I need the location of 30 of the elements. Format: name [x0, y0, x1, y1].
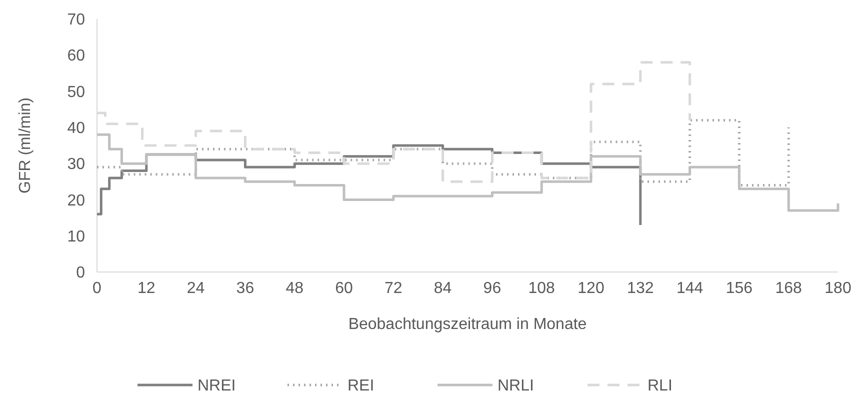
y-tick-label: 40 — [67, 120, 86, 138]
y-tick-label: 20 — [67, 192, 86, 210]
x-tick-label: 72 — [384, 280, 402, 297]
x-tick-label: 36 — [236, 280, 254, 297]
x-tick-label: 168 — [775, 280, 802, 297]
x-axis-title: Beobachtungszeitraum in Monate — [348, 316, 587, 333]
x-tick-label: 132 — [627, 280, 654, 297]
y-axis-title: GFR (ml/min) — [17, 98, 34, 194]
x-tick-label: 120 — [578, 280, 604, 297]
x-tick-label: 0 — [92, 280, 102, 297]
x-tick-label: 60 — [335, 280, 353, 297]
x-tick-label: 96 — [483, 280, 502, 297]
y-tick-label: 70 — [67, 12, 86, 29]
y-tick-label: 10 — [67, 228, 86, 246]
legend-label: RLI — [648, 378, 672, 395]
legend-label: NREI — [198, 378, 236, 395]
x-tick-label: 108 — [528, 280, 556, 297]
x-tick-label: 12 — [138, 280, 156, 297]
y-tick-label: 0 — [76, 264, 86, 282]
y-tick-label: 30 — [67, 156, 86, 174]
x-tick-label: 156 — [726, 280, 753, 297]
y-tick-label: 50 — [67, 84, 86, 101]
x-tick-label: 180 — [824, 280, 852, 297]
y-tick-label: 60 — [67, 48, 86, 65]
x-tick-label: 24 — [186, 280, 205, 297]
x-tick-label: 48 — [286, 280, 304, 297]
x-tick-label: 144 — [676, 280, 704, 297]
legend-label: REI — [348, 378, 374, 395]
legend-label: NRLI — [498, 378, 534, 395]
x-tick-label: 84 — [434, 280, 452, 297]
